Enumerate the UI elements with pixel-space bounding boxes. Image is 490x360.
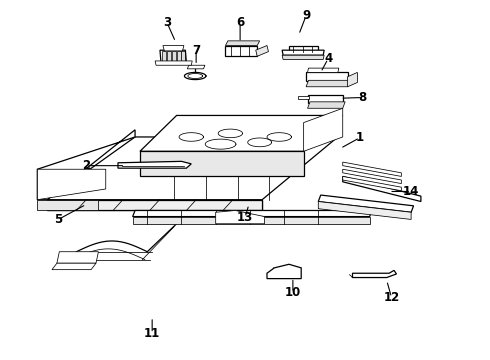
Polygon shape <box>140 151 304 176</box>
Text: 12: 12 <box>384 291 400 304</box>
Text: 10: 10 <box>285 287 301 300</box>
Polygon shape <box>289 45 318 51</box>
Polygon shape <box>343 176 401 191</box>
Polygon shape <box>225 45 257 56</box>
Polygon shape <box>343 162 401 176</box>
Text: 2: 2 <box>82 159 90 172</box>
Polygon shape <box>163 45 184 51</box>
Polygon shape <box>308 102 345 108</box>
Polygon shape <box>318 195 414 212</box>
Polygon shape <box>47 137 338 200</box>
Polygon shape <box>37 200 98 211</box>
Polygon shape <box>118 161 191 168</box>
Polygon shape <box>181 51 185 62</box>
Polygon shape <box>343 169 401 184</box>
Polygon shape <box>176 51 180 62</box>
Text: 6: 6 <box>236 17 244 30</box>
Polygon shape <box>140 116 343 151</box>
Polygon shape <box>343 176 421 202</box>
Text: 13: 13 <box>237 211 253 224</box>
Polygon shape <box>306 72 347 81</box>
Text: 1: 1 <box>356 131 364 144</box>
Polygon shape <box>347 72 357 87</box>
Text: 8: 8 <box>358 91 367 104</box>
Text: 11: 11 <box>144 327 160 340</box>
Polygon shape <box>47 200 262 211</box>
Polygon shape <box>304 108 343 151</box>
Text: 7: 7 <box>192 44 200 57</box>
Polygon shape <box>282 55 324 59</box>
Text: 9: 9 <box>302 9 310 22</box>
Polygon shape <box>225 41 260 45</box>
Polygon shape <box>133 211 372 217</box>
Polygon shape <box>52 263 96 270</box>
Polygon shape <box>282 50 324 55</box>
Text: 14: 14 <box>403 185 419 198</box>
Polygon shape <box>37 130 135 200</box>
Polygon shape <box>47 200 262 211</box>
Polygon shape <box>308 95 343 103</box>
Text: 4: 4 <box>324 52 332 65</box>
Polygon shape <box>318 202 411 220</box>
Polygon shape <box>308 68 339 72</box>
Polygon shape <box>267 264 301 279</box>
Polygon shape <box>306 80 350 87</box>
Polygon shape <box>162 51 166 62</box>
Polygon shape <box>187 65 205 69</box>
Polygon shape <box>155 61 192 65</box>
Polygon shape <box>37 169 106 200</box>
Text: 3: 3 <box>163 16 171 29</box>
Polygon shape <box>57 252 98 263</box>
Polygon shape <box>352 270 396 278</box>
Polygon shape <box>298 96 310 99</box>
Polygon shape <box>172 51 175 62</box>
Polygon shape <box>167 51 171 62</box>
Polygon shape <box>216 211 265 224</box>
Text: 5: 5 <box>54 213 63 226</box>
Polygon shape <box>256 45 269 56</box>
Polygon shape <box>133 217 369 224</box>
